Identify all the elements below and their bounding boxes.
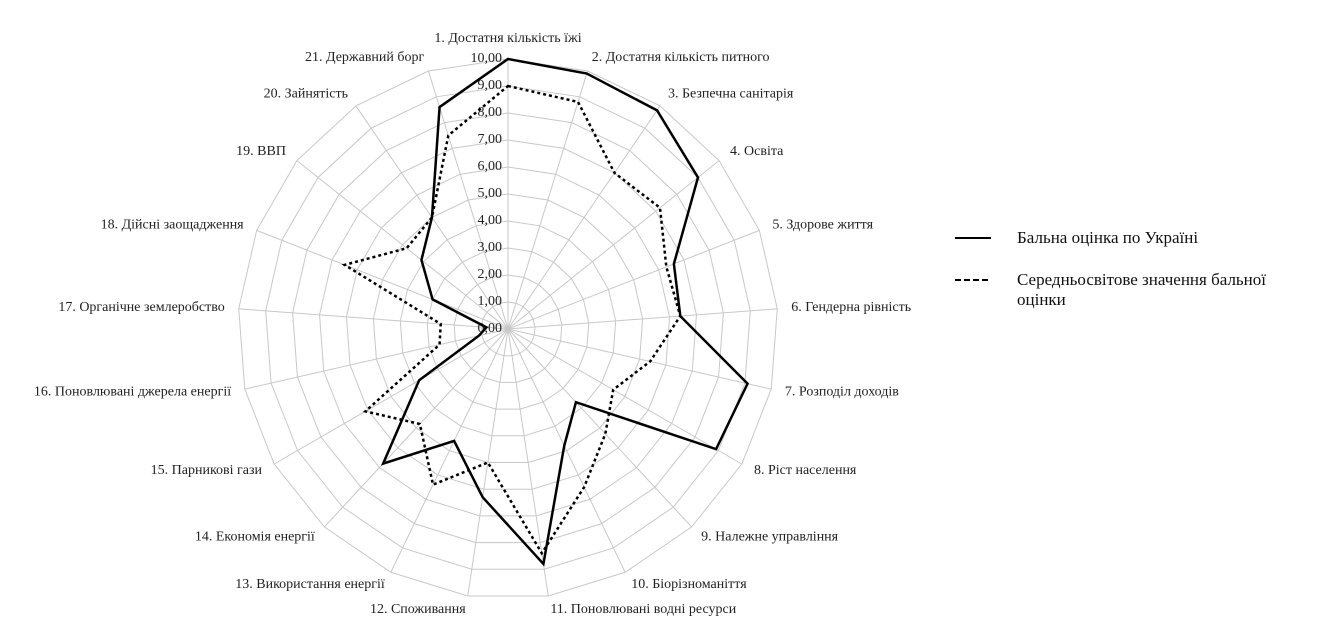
r-tick-label: 2,00: [478, 267, 503, 282]
r-tick-label: 5,00: [478, 186, 503, 201]
category-label: 6. Гендерна рівність: [791, 300, 911, 315]
spoke: [427, 70, 509, 330]
grid-ring: [265, 85, 751, 570]
spoke: [323, 328, 509, 528]
category-label: 15. Парникові гази: [151, 463, 263, 478]
category-label: 21. Державний борг: [305, 50, 425, 65]
spoke: [507, 328, 743, 465]
legend-label: Середньосвітове значення бальної оцінки: [1017, 270, 1266, 309]
r-tick-label: 4,00: [478, 213, 503, 228]
grid-ring: [399, 220, 617, 437]
legend-item: Бальна оцінка по Україні: [955, 228, 1285, 248]
category-label: 5. Здорове життя: [772, 217, 873, 232]
grid-ring: [372, 193, 644, 463]
category-label: 9. Належне управління: [701, 529, 839, 544]
category-label: 18. Дійсні заощадження: [101, 217, 245, 232]
legend-swatch: [955, 237, 991, 239]
spoke: [507, 229, 760, 330]
category-label: 10. Біорізноманіття: [631, 577, 747, 592]
grid-ring: [319, 139, 697, 517]
spoke: [507, 70, 589, 330]
r-tick-label: 8,00: [478, 105, 503, 120]
r-tick-label: 6,00: [478, 159, 503, 174]
spoke: [507, 105, 661, 330]
grid-ring: [292, 112, 724, 544]
spoke: [507, 328, 693, 528]
category-label: 13. Використання енергії: [235, 577, 385, 592]
spoke: [467, 328, 509, 597]
category-label: 14. Економія енергії: [195, 529, 315, 544]
r-tick-label: 3,00: [478, 240, 503, 255]
spoke: [507, 308, 778, 330]
category-label: 4. Освіта: [730, 144, 784, 159]
spoke: [244, 328, 509, 390]
grid-ring: [345, 166, 671, 490]
legend-item: Середньосвітове значення бальної оцінки: [955, 270, 1285, 310]
category-label: 11. Поновлювані водні ресурси: [550, 602, 736, 617]
grid-ring: [426, 247, 590, 410]
category-label: 3. Безпечна санітарія: [668, 87, 794, 102]
r-tick-label: 10,00: [471, 51, 503, 66]
spoke: [238, 308, 509, 330]
category-label: 7. Розподіл доходів: [785, 384, 899, 399]
chart: 1. Достатня кількість їжі 2. Достатня кіл…: [34, 31, 911, 617]
legend-label: Бальна оцінка по Україні: [1017, 228, 1199, 247]
category-label: 8. Ріст населення: [754, 463, 857, 478]
spoke: [256, 229, 509, 330]
category-label: 19. ВВП: [236, 144, 286, 159]
legend-swatch: [955, 279, 991, 281]
spoke: [507, 328, 772, 390]
category-label: 2. Достатня кількість питного: [592, 50, 770, 65]
grid-ring: [480, 301, 536, 357]
r-tick-label: 9,00: [478, 78, 503, 93]
r-tick-label: 7,00: [478, 132, 503, 147]
category-label: 20. Зайнятість: [264, 87, 348, 102]
spoke: [507, 328, 626, 573]
spoke: [390, 328, 509, 573]
category-label: 12. Споживання: [370, 602, 466, 617]
legend: Бальна оцінка по Україні Середньосвітове …: [955, 228, 1285, 332]
category-label: 1. Достатня кількість їжі: [434, 31, 581, 46]
grid-ring: [453, 274, 563, 383]
grid-ring: [238, 58, 778, 597]
spoke: [273, 328, 509, 465]
spoke: [507, 160, 720, 330]
series-line: [380, 57, 750, 567]
category-label: 17. Органічне землеробство: [58, 300, 224, 315]
r-tick-label: 1,00: [478, 294, 503, 309]
category-label: 16. Поновлювані джерела енергії: [34, 384, 231, 399]
spoke: [296, 160, 509, 330]
